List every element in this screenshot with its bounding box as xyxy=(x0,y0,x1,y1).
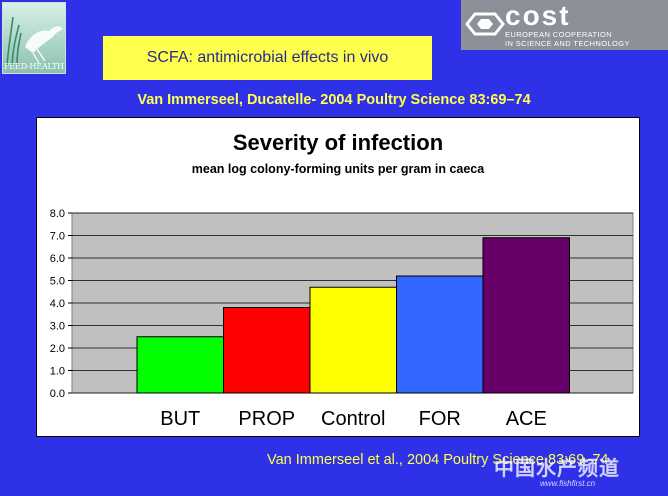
x-tick-label: FOR xyxy=(419,408,461,430)
bar-prop xyxy=(223,307,311,394)
y-tick-label: 1.0 xyxy=(50,366,65,378)
bar-for xyxy=(396,275,484,394)
cost-logo-subtitle-1: EUROPEAN COOPERATION xyxy=(505,30,613,39)
chart-title: Severity of infection xyxy=(233,130,443,155)
y-axis-ticks: 0.0 1.0 2.0 3.0 4.0 5.0 6.0 7.0 8.0 xyxy=(50,208,72,400)
y-tick-label: 3.0 xyxy=(50,321,65,333)
x-tick-label: Control xyxy=(321,408,385,430)
citation-bottom: Van Immerseel et al., 2004 Poultry Scien… xyxy=(267,452,609,468)
chart-subtitle: mean log colony-forming units per gram i… xyxy=(192,162,485,176)
x-tick-label: BUT xyxy=(160,408,200,430)
cost-logo: cost EUROPEAN COOPERATION IN SCIENCE AND… xyxy=(461,0,668,50)
slide-title: SCFA: antimicrobial effects in vivo xyxy=(103,36,432,80)
x-tick-label: ACE xyxy=(506,408,547,430)
y-tick-label: 4.0 xyxy=(50,298,65,310)
bar-chart: Severity of infection mean log colony-fo… xyxy=(50,130,634,430)
y-tick-label: 5.0 xyxy=(50,276,65,288)
citation-top: Van Immerseel, Ducatelle- 2004 Poultry S… xyxy=(137,92,531,108)
chart-panel: Severity of infection mean log colony-fo… xyxy=(36,117,640,437)
cost-logo-subtitle-2: IN SCIENCE AND TECHNOLOGY xyxy=(505,39,630,48)
y-tick-label: 8.0 xyxy=(50,208,65,220)
cost-logo-word: cost xyxy=(505,0,571,31)
y-tick-label: 0.0 xyxy=(50,388,65,400)
cost-emblem-icon xyxy=(465,12,505,36)
bar-control xyxy=(309,286,397,394)
y-tick-label: 6.0 xyxy=(50,253,65,265)
y-tick-label: 7.0 xyxy=(50,231,65,243)
watermark-text: 中国水产频道 xyxy=(494,458,620,480)
x-axis-ticks: BUT PROP Control FOR ACE xyxy=(160,408,547,430)
bar-but xyxy=(136,336,224,394)
y-tick-label: 2.0 xyxy=(50,343,65,355)
watermark-url: www.fishfirst.cn xyxy=(540,479,596,488)
bird-grass-icon xyxy=(6,16,63,66)
x-tick-label: PROP xyxy=(238,408,295,430)
bar-ace xyxy=(482,237,570,394)
bars xyxy=(136,237,570,394)
feed-health-logo: FEED-HEALTH xyxy=(2,2,66,74)
feed-health-logo-text: FEED-HEALTH xyxy=(4,62,64,71)
